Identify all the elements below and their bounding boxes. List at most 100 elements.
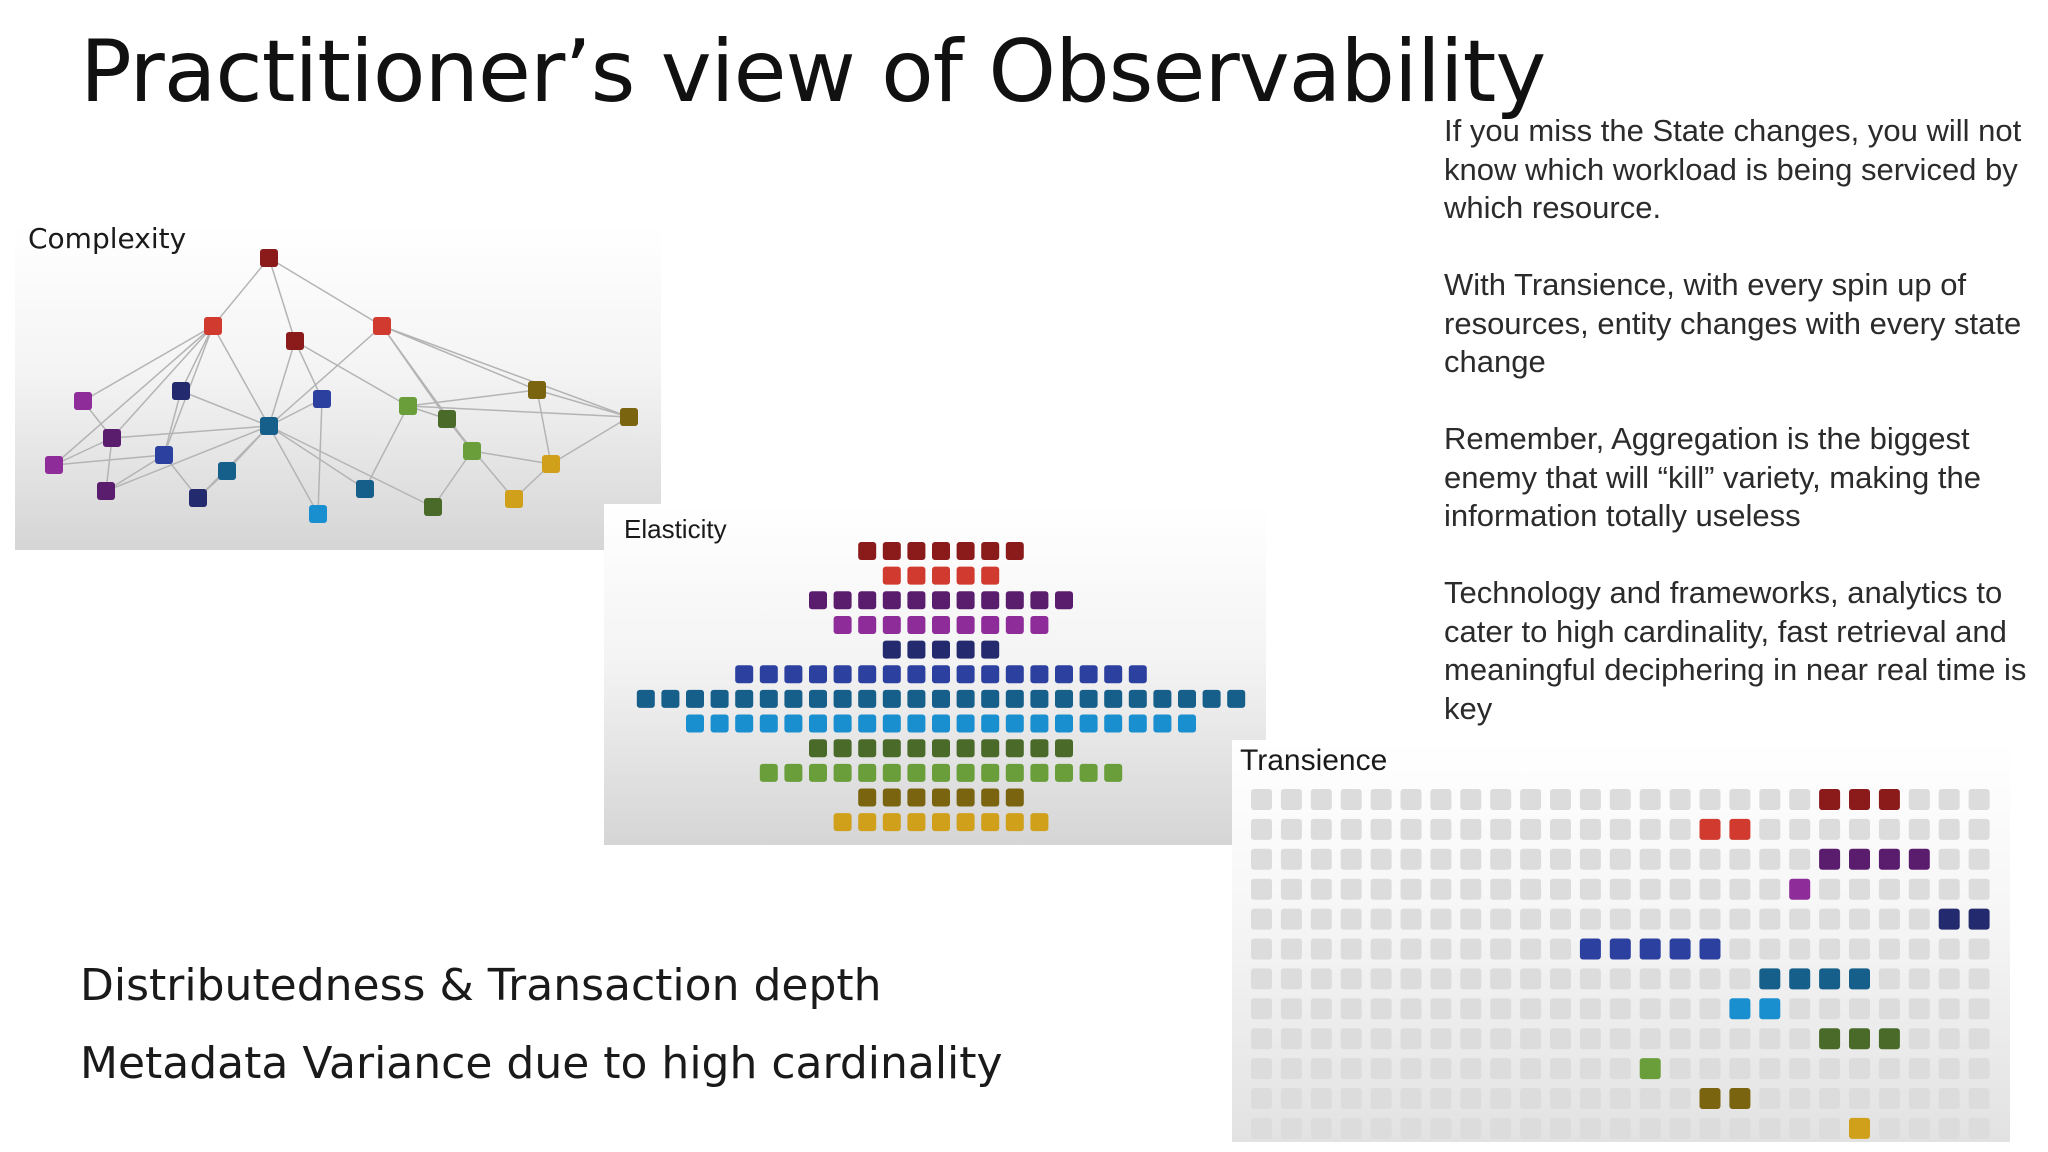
transience-idle-cell (1579, 878, 1601, 900)
elasticity-cell (932, 542, 950, 560)
transience-idle-cell (1968, 1028, 1990, 1050)
bottom-line-metadata-variance: Metadata Variance due to high cardinalit… (80, 1038, 1003, 1089)
transience-idle-cell (1280, 818, 1302, 840)
elasticity-cell (956, 763, 975, 782)
transience-idle-cell (1759, 878, 1781, 900)
transience-idle-cell (1849, 818, 1870, 840)
transience-idle-cell (1370, 908, 1392, 930)
transience-active-cell (1579, 938, 1601, 960)
elasticity-cell (956, 566, 975, 585)
elasticity-cell (1128, 689, 1147, 708)
elasticity-label: Elasticity (624, 514, 727, 544)
elasticity-cell (1079, 665, 1098, 684)
network-edge (294, 340, 323, 400)
network-node (399, 397, 417, 415)
transience-idle-cell (1759, 848, 1781, 870)
transience-idle-cell (1460, 1028, 1482, 1050)
transience-idle-cell (1400, 1028, 1422, 1050)
transience-active-cell (1729, 818, 1751, 840)
elasticity-cell (858, 763, 877, 782)
elasticity-cell (1005, 739, 1024, 758)
transience-active-cell (1878, 1028, 1900, 1050)
elasticity-cell (858, 591, 877, 610)
elasticity-cell (759, 689, 778, 708)
transience-idle-cell (1669, 998, 1691, 1020)
elasticity-cell (956, 689, 975, 708)
transience-idle-cell (1908, 1117, 1930, 1139)
transience-idle-cell (1908, 1088, 1930, 1109)
transience-idle-cell (1938, 1028, 1960, 1050)
network-edge (446, 418, 515, 500)
network-edge (407, 389, 538, 407)
network-node (218, 462, 236, 480)
transience-idle-cell (1819, 878, 1841, 900)
elasticity-cell (907, 714, 926, 733)
transience-idle-cell (1490, 998, 1512, 1020)
transience-idle-cell (1251, 1117, 1272, 1139)
transience-active-cell (1878, 848, 1900, 870)
transience-idle-cell (1370, 848, 1392, 870)
transience-idle-cell (1460, 789, 1482, 810)
transience-idle-cell (1310, 1028, 1332, 1050)
transience-idle-cell (1280, 968, 1302, 990)
network-node (424, 498, 442, 516)
transience-idle-cell (1340, 1117, 1362, 1139)
transience-idle-cell (1340, 818, 1362, 840)
transience-idle-cell (1310, 968, 1332, 990)
transience-idle-cell (1310, 848, 1332, 870)
elasticity-cell (907, 788, 926, 807)
elasticity-cell (686, 689, 704, 708)
transience-idle-cell (1759, 789, 1781, 810)
transience-idle-cell (1460, 1117, 1482, 1139)
notes-panel: If you miss the State changes, you will … (1444, 112, 2034, 767)
note-transience: With Transience, with every spin up of r… (1444, 267, 2022, 379)
elasticity-cell (1005, 813, 1024, 832)
transience-idle-cell (1878, 998, 1900, 1020)
transience-idle-cell (1430, 878, 1452, 900)
transience-idle-cell (1550, 968, 1571, 990)
transience-idle-cell (1430, 1117, 1452, 1139)
network-edge (111, 425, 270, 439)
transience-idle-cell (1520, 938, 1542, 960)
transience-idle-cell (1908, 908, 1930, 930)
elasticity-cell (981, 739, 1000, 758)
transience-idle-cell (1908, 998, 1930, 1020)
transience-idle-cell (1340, 908, 1362, 930)
elasticity-cell (833, 591, 852, 610)
transience-idle-cell (1878, 908, 1900, 930)
transience-idle-cell (1490, 1088, 1512, 1109)
network-edge (268, 425, 434, 508)
transience-idle-cell (1579, 1028, 1601, 1050)
transience-idle-cell (1340, 1088, 1362, 1109)
transience-idle-cell (1729, 848, 1751, 870)
transience-idle-cell (1460, 938, 1482, 960)
transience-idle-cell (1819, 818, 1841, 840)
transience-panel (1232, 740, 2010, 1142)
network-edge (268, 257, 383, 327)
transience-idle-cell (1849, 908, 1870, 930)
elasticity-cell (710, 714, 729, 733)
network-edge (111, 325, 214, 439)
transience-idle-cell (1669, 1058, 1691, 1080)
elasticity-cell (882, 591, 901, 610)
transience-idle-cell (1669, 968, 1691, 990)
transience-grid-diagram (1251, 789, 1990, 1139)
transience-idle-cell (1400, 878, 1422, 900)
elasticity-cell (882, 665, 901, 684)
transience-idle-cell (1430, 938, 1452, 960)
elasticity-cell (1104, 689, 1123, 708)
network-edge (53, 325, 214, 466)
network-node (260, 249, 278, 267)
elasticity-cell (858, 542, 877, 560)
elasticity-cell (882, 763, 901, 782)
elasticity-cell (1104, 763, 1123, 782)
transience-idle-cell (1609, 1117, 1631, 1139)
elasticity-cell (956, 714, 975, 733)
transience-idle-cell (1310, 1117, 1332, 1139)
elasticity-panel (604, 504, 1266, 845)
transience-idle-cell (1938, 789, 1960, 810)
elasticity-cell (784, 665, 803, 684)
transience-idle-cell (1699, 908, 1721, 930)
transience-active-cell (1968, 908, 1990, 930)
transience-idle-cell (1789, 818, 1811, 840)
